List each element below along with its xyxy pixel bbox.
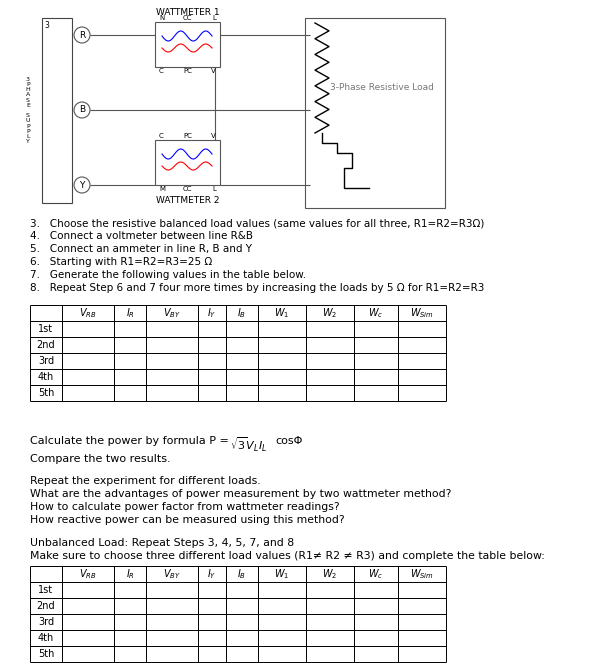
Text: Make sure to choose three different load values (R1≠ R2 ≠ R3) and complete the t: Make sure to choose three different load… [30,551,545,561]
Text: V: V [211,68,216,74]
Text: $I_Y$: $I_Y$ [208,306,216,320]
Text: Calculate the power by formula P =: Calculate the power by formula P = [30,436,233,446]
Text: C: C [159,133,164,139]
Text: $V_{BY}$: $V_{BY}$ [163,567,181,581]
Text: 2nd: 2nd [36,601,55,611]
Text: 4th: 4th [38,633,54,643]
Text: $W_2$: $W_2$ [322,306,338,320]
Text: How reactive power can be measured using this method?: How reactive power can be measured using… [30,515,344,525]
Text: V: V [211,133,216,139]
Text: $V_{RB}$: $V_{RB}$ [79,306,97,320]
Text: cosΦ: cosΦ [275,436,303,446]
Text: $W_1$: $W_1$ [274,306,289,320]
Text: $I_B$: $I_B$ [237,306,246,320]
Text: $V_{BY}$: $V_{BY}$ [163,306,181,320]
Text: 5.   Connect an ammeter in line R, B and Y: 5. Connect an ammeter in line R, B and Y [30,244,252,254]
Text: 5th: 5th [38,649,54,659]
Text: 1st: 1st [38,585,54,595]
Text: 3: 3 [44,21,49,30]
Text: $I_Y$: $I_Y$ [208,567,216,581]
Text: CC: CC [183,186,192,192]
Text: 4.   Connect a voltmeter between line R&B: 4. Connect a voltmeter between line R&B [30,231,253,241]
Text: How to calculate power factor from wattmeter readings?: How to calculate power factor from wattm… [30,502,340,512]
Text: C: C [159,68,164,74]
Bar [155,22,220,67]
Text: $I_R$: $I_R$ [126,306,135,320]
Text: CC: CC [183,15,192,21]
Text: B: B [79,106,85,114]
Text: PC: PC [184,133,193,139]
Text: $I_B$: $I_B$ [237,567,246,581]
Text: Unbalanced Load: Repeat Steps 3, 4, 5, 7, and 8: Unbalanced Load: Repeat Steps 3, 4, 5, 7… [30,538,294,548]
Text: $W_1$: $W_1$ [274,567,289,581]
Text: $W_{Sim}$: $W_{Sim}$ [410,306,434,320]
Text: 4th: 4th [38,372,54,382]
Text: 3
P
H
A
S
E
 
S
U
P
P
L
Y: 3 P H A S E S U P P L Y [26,77,30,144]
Text: 3-Phase Resistive Load: 3-Phase Resistive Load [330,83,434,92]
Text: $V_{RB}$: $V_{RB}$ [79,567,97,581]
Text: Repeat the experiment for different loads.: Repeat the experiment for different load… [30,476,261,486]
Text: 8.   Repeat Step 6 and 7 four more times by increasing the loads by 5 Ω for R1=R: 8. Repeat Step 6 and 7 four more times b… [30,283,484,293]
Text: 7.   Generate the following values in the table below.: 7. Generate the following values in the … [30,270,306,280]
Text: WATTMETER 2: WATTMETER 2 [155,196,219,205]
Text: Y: Y [80,181,85,190]
Text: N: N [159,15,164,21]
Text: What are the advantages of power measurement by two wattmeter method?: What are the advantages of power measure… [30,489,451,499]
Text: 2nd: 2nd [36,340,55,350]
Text: PC: PC [184,68,193,74]
Text: 1st: 1st [38,324,54,334]
Text: 3rd: 3rd [38,356,54,366]
Text: L: L [212,186,216,192]
Text: 6.   Starting with R1=R2=R3=25 Ω: 6. Starting with R1=R2=R3=25 Ω [30,257,212,267]
Text: L: L [212,15,216,21]
Text: $W_{Sim}$: $W_{Sim}$ [410,567,434,581]
Text: $I_R$: $I_R$ [126,567,135,581]
Text: $\sqrt{3}V_LI_L$: $\sqrt{3}V_LI_L$ [230,436,267,454]
Text: 3.   Choose the resistive balanced load values (same values for all three, R1=R2: 3. Choose the resistive balanced load va… [30,218,484,228]
Text: $W_c$: $W_c$ [368,567,384,581]
Text: M: M [159,186,165,192]
Text: $W_c$: $W_c$ [368,306,384,320]
Text: $W_2$: $W_2$ [322,567,338,581]
Text: 3rd: 3rd [38,617,54,627]
Bar [42,18,72,203]
Text: Compare the two results.: Compare the two results. [30,454,170,464]
Text: R: R [79,30,85,40]
Text: WATTMETER 1: WATTMETER 1 [155,8,219,17]
Text: 5th: 5th [38,388,54,398]
Bar [305,18,445,208]
Bar [155,140,220,185]
